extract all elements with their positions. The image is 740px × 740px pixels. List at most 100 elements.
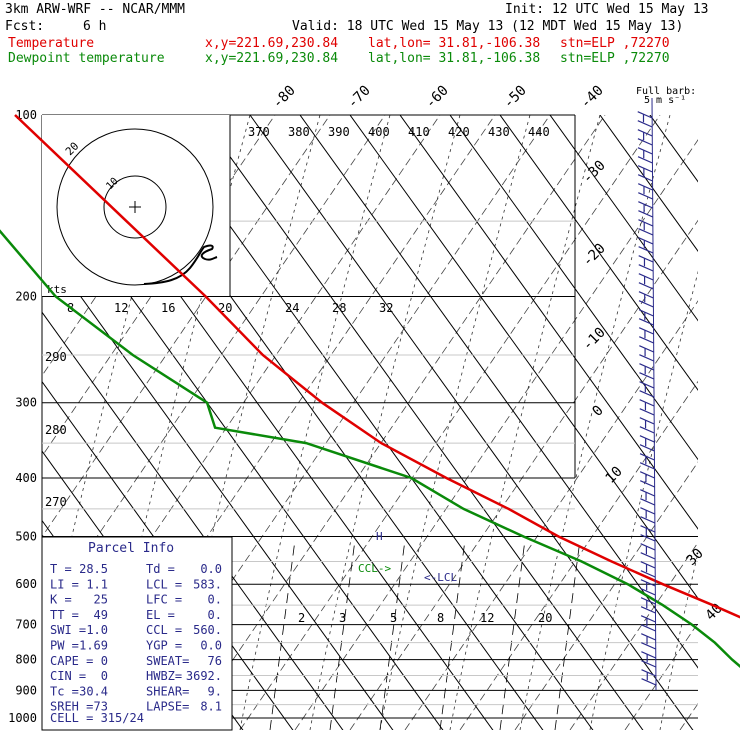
isotherm-20 bbox=[449, 115, 698, 461]
theta-label-390: 390 bbox=[328, 125, 350, 139]
wind-barb-60 bbox=[641, 651, 657, 659]
wind-barb-1 bbox=[637, 120, 653, 128]
parcel-row-0-col-2: Td = bbox=[146, 562, 175, 576]
wind-barb-6 bbox=[637, 165, 653, 173]
init-time: Init: 12 UTC Wed 15 May 13 bbox=[505, 2, 709, 17]
wind-barb-43 bbox=[640, 498, 655, 506]
parcel-row-4-col-3: 560. bbox=[193, 623, 222, 637]
wind-barb-55 bbox=[640, 606, 656, 614]
parcel-row-5-col-0: PW = bbox=[50, 639, 79, 653]
parcel-row-2-col-3: 0. bbox=[208, 593, 222, 607]
parcel-row-0-col-3: 0.0 bbox=[200, 562, 222, 576]
theta-label-400: 400 bbox=[368, 125, 390, 139]
moist-adiabat-5 bbox=[379, 115, 531, 730]
wind-barb-34 bbox=[639, 417, 655, 425]
dry-adiabat-11 bbox=[404, 300, 698, 730]
parcel-row-6-col-2: SWEAT= bbox=[146, 654, 189, 668]
dry-adiabat-2 bbox=[42, 115, 331, 538]
pressure-label-600: 600 bbox=[15, 577, 37, 591]
dry-adiabat-1 bbox=[42, 115, 276, 457]
wind-barb-41 bbox=[639, 480, 655, 488]
isotherm-label-40: 40 bbox=[703, 601, 726, 624]
wind-barb-53 bbox=[640, 588, 656, 596]
wind-barb-21 bbox=[638, 300, 654, 308]
parcel-row-8-col-0: Tc = bbox=[50, 684, 79, 698]
theta-left-labels: 290 280 270 bbox=[45, 350, 67, 509]
wind-barb-51 bbox=[640, 570, 656, 578]
parcel-row-3-col-3: 0. bbox=[208, 608, 222, 622]
wind-barbs bbox=[637, 111, 657, 686]
wind-barb-staff bbox=[651, 97, 657, 691]
wind-barb-9 bbox=[638, 192, 653, 200]
moist-adiabat-3 bbox=[239, 115, 391, 730]
wind-barb-22 bbox=[638, 309, 654, 317]
pressure-label-800: 800 bbox=[15, 653, 37, 667]
wind-barb-17 bbox=[638, 264, 654, 272]
wind-barb-29 bbox=[639, 372, 655, 380]
wind-barb-7 bbox=[637, 174, 653, 182]
parcel-row-7-col-0: CIN = bbox=[50, 669, 86, 683]
parcel-row-2-col-0: K = bbox=[50, 593, 72, 607]
temperature-latlon: lat,lon= 31.81,-106.38 bbox=[368, 36, 541, 51]
parcel-row-8-col-1: 30.4 bbox=[79, 684, 108, 698]
parcel-row-1-col-3: 583. bbox=[193, 577, 222, 591]
parcel-row-8-col-2: SHEAR= bbox=[146, 684, 189, 698]
parcel-row-2-col-2: LFC = bbox=[146, 593, 182, 607]
lcl-annotation: <-LCL bbox=[424, 571, 457, 584]
wind-barb-27 bbox=[639, 354, 655, 362]
wind-barb-30 bbox=[639, 381, 655, 389]
parcel-row-6-col-1: 0 bbox=[101, 654, 108, 668]
isotherm-label--70: -70 bbox=[345, 83, 374, 112]
pressure-label-1000: 1000 bbox=[8, 711, 37, 725]
isotherm--20 bbox=[249, 115, 694, 730]
pressure-label-100: 100 bbox=[15, 108, 37, 122]
isotherm-label--60: -60 bbox=[423, 83, 452, 112]
dry-adiabat-12 bbox=[459, 380, 698, 730]
dewpoint-xy: x,y=221.69,230.84 bbox=[205, 51, 339, 66]
dewpoint-latlon: lat,lon= 31.81,-106.38 bbox=[368, 51, 541, 66]
pressure-label-500: 500 bbox=[15, 529, 37, 543]
parcel-row-4-col-2: CCL = bbox=[146, 623, 182, 637]
isotherm-label-30: 30 bbox=[684, 546, 707, 569]
wind-barb-4 bbox=[637, 147, 653, 155]
theta-left-280: 280 bbox=[45, 423, 67, 437]
mixing-ratio-label-12: 12 bbox=[480, 611, 494, 625]
mixing-ratio-4 bbox=[499, 539, 526, 730]
dry-adiabat-3 bbox=[42, 115, 386, 618]
parcel-row-7-col-2: HWBZ= bbox=[146, 669, 182, 683]
hodograph-outer-ring bbox=[56, 128, 214, 286]
dry-adiabat-14 bbox=[569, 541, 698, 730]
dry-adiabat-9 bbox=[294, 139, 698, 730]
wind-barb-40 bbox=[639, 471, 655, 479]
parcel-row-2-col-1: 25 bbox=[94, 593, 108, 607]
isotherm--80 bbox=[42, 241, 394, 730]
wind-barb-19 bbox=[638, 282, 654, 290]
ccl-annotation: CCL-> bbox=[358, 562, 391, 575]
wind-barb-5 bbox=[637, 156, 653, 164]
theta-label-420: 420 bbox=[448, 125, 470, 139]
wind-barb-50 bbox=[640, 561, 656, 569]
isotherm-50 bbox=[599, 115, 698, 252]
wind-barb-16 bbox=[638, 255, 654, 263]
parcel-row-8-col-3: 9. bbox=[208, 684, 222, 698]
wind-barb-0 bbox=[637, 111, 653, 119]
wind-barb-48 bbox=[640, 543, 656, 551]
parcel-row-6-col-3: 76 bbox=[208, 654, 222, 668]
isotherm-60 bbox=[649, 115, 698, 183]
parcel-row-4-col-1: 1.0 bbox=[86, 623, 108, 637]
parcel-row-6-col-0: CAPE = bbox=[50, 654, 93, 668]
wind-barb-36 bbox=[639, 435, 655, 443]
wind-barb-10 bbox=[638, 201, 653, 209]
pressure-labels: 100 200 300 400 500 600 700 800 900 1000 bbox=[8, 108, 37, 725]
parcel-row-1-col-0: LI = bbox=[50, 577, 79, 591]
lfc-marker: H bbox=[376, 530, 383, 543]
wind-barb-47 bbox=[640, 534, 656, 542]
wind-barb-38 bbox=[639, 453, 655, 461]
parcel-row-9-col-1: 73 bbox=[94, 700, 108, 714]
wind-barb-57 bbox=[640, 624, 656, 632]
pressure-label-300: 300 bbox=[15, 396, 37, 410]
wind-barb-25 bbox=[639, 336, 654, 344]
theta-labels: 370 380 390 400 410 420 430 440 bbox=[248, 125, 550, 139]
temperature-station: stn=ELP ,72270 bbox=[560, 36, 670, 51]
